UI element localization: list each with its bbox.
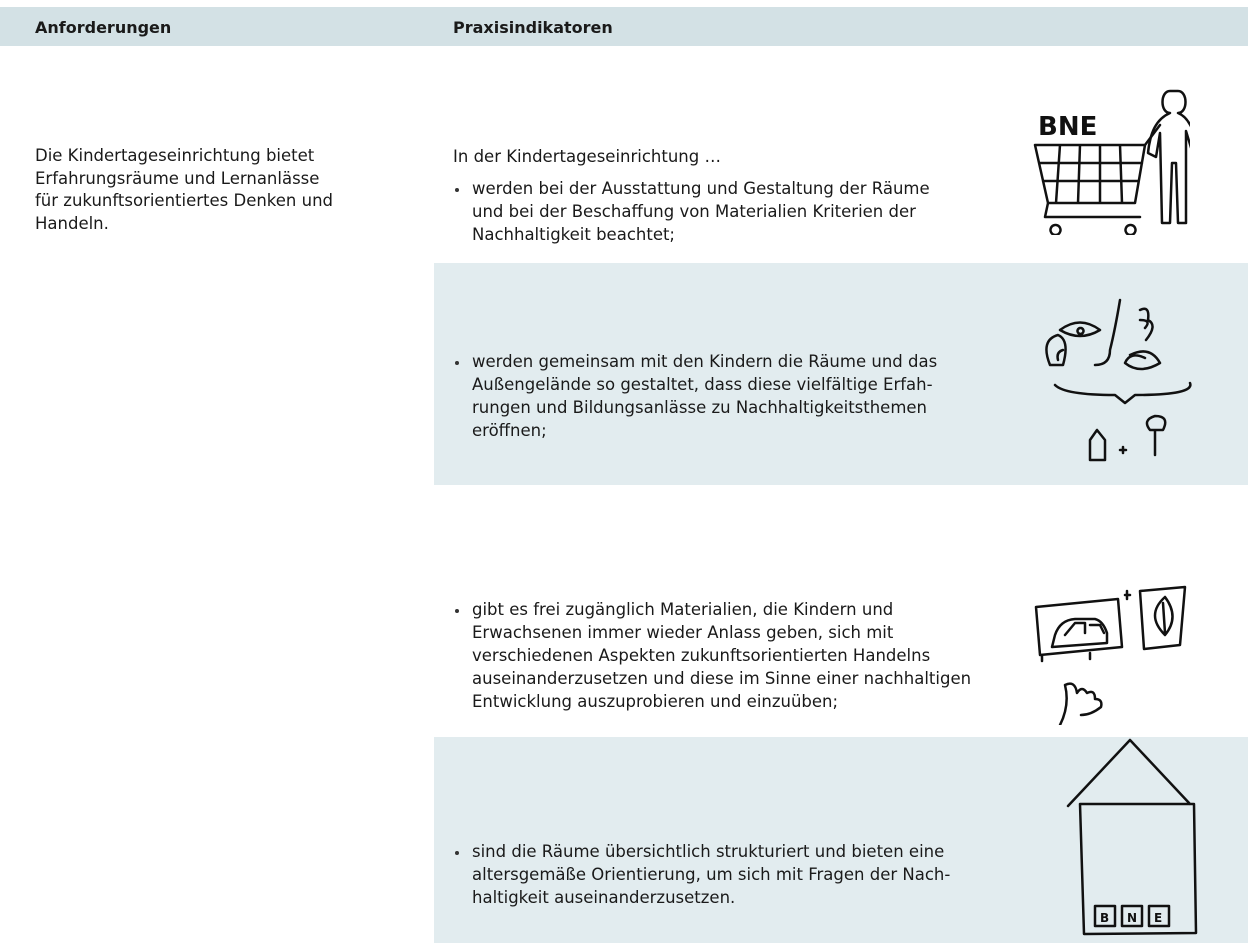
column-header: Praxisindikatoren <box>453 18 613 37</box>
requirement-line: für zukunftsorientiertes Denken und <box>35 191 334 210</box>
icon-letter: E <box>1154 911 1162 925</box>
item-line: werden bei der Ausstattung und Gestaltun… <box>472 179 930 198</box>
item-line: auseinanderzusetzen und diese im Sinne e… <box>472 669 972 688</box>
requirement-line: Erfahrungsräume und Lernanlässe <box>35 168 320 188</box>
table-header <box>0 7 1248 46</box>
icon-face <box>1045 298 1192 462</box>
row-shade <box>434 263 1248 485</box>
item-line: rungen und Bildungsanlässe zu Nachhaltig… <box>472 398 928 417</box>
item-line: haltigkeit auseinanderzusetzen. <box>472 888 736 907</box>
row-shade <box>434 737 1248 943</box>
item-line: werden gemeinsam mit den Kindern die Räu… <box>472 352 938 371</box>
bullet <box>455 188 459 192</box>
icon-letter: N <box>1127 911 1137 925</box>
item-line: Entwicklung auszuprobieren und einzuüben… <box>472 692 839 711</box>
item-line: eröffnen; <box>472 421 547 440</box>
item-line: Außengelände so gestaltet, dass diese vi… <box>472 375 933 394</box>
column-header: Anforderungen <box>35 18 172 37</box>
intro: In der Kindertageseinrichtung … <box>453 147 721 166</box>
icon-label: BNE <box>1038 112 1097 142</box>
bullet <box>455 851 459 855</box>
item-line: gibt es frei zugänglich Materialien, die… <box>472 600 894 619</box>
item-line: verschiedenen Aspekten zukunftsorientier… <box>472 646 931 665</box>
requirement-line: Die Kindertageseinrichtung bietet <box>35 146 315 165</box>
item-line: Nachhaltigkeit beachtet; <box>472 225 675 244</box>
item-line: altersgemäße Orientierung, um sich mit F… <box>472 865 951 884</box>
icon-materials <box>1034 585 1187 725</box>
bullet <box>455 361 459 365</box>
icon-cart: BNE <box>1033 89 1190 235</box>
icon-house: B N E <box>1066 738 1198 936</box>
requirement-line: Handeln. <box>35 213 109 233</box>
bullet <box>455 609 459 613</box>
item-line: Erwachsenen immer wieder Anlass geben, s… <box>472 623 894 642</box>
item-line: und bei der Beschaffung von Materialien … <box>472 202 916 221</box>
icon-letter: B <box>1100 911 1109 925</box>
item-line: sind die Räume übersichtlich strukturier… <box>472 842 945 861</box>
